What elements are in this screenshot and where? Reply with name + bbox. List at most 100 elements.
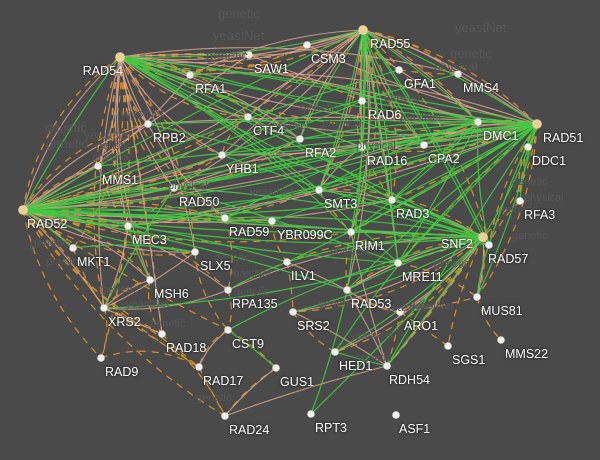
graph-node-rad3[interactable] (388, 196, 396, 204)
graph-edge (447, 236, 484, 347)
graph-edge (247, 29, 364, 118)
graph-edge (518, 123, 538, 202)
graph-node-srs2[interactable] (289, 308, 297, 316)
graph-node-ctf4[interactable] (244, 113, 252, 121)
graph-node-ddc1[interactable] (524, 143, 532, 151)
graph-node-mre11[interactable] (394, 259, 402, 267)
graph-node-rad55[interactable] (358, 25, 368, 35)
graph-edge (318, 189, 352, 233)
graph-node-hed1[interactable] (331, 348, 339, 356)
graph-node-xrs2[interactable] (100, 304, 108, 312)
graph-node-rad18[interactable] (158, 330, 166, 338)
graph-edge (22, 209, 273, 222)
graph-node-mms1[interactable] (94, 162, 102, 170)
graph-edge (318, 29, 364, 191)
graph-edge (22, 209, 151, 281)
graph-node-ilv1[interactable] (283, 258, 291, 266)
graph-node-csm3[interactable] (303, 41, 311, 49)
graph-node-rad59[interactable] (221, 214, 229, 222)
graph-edge (334, 123, 538, 353)
graph-edge (224, 217, 233, 291)
graph-node-rad52[interactable] (18, 205, 28, 215)
graph-edge (476, 296, 502, 341)
graph-node-rad6[interactable] (358, 97, 366, 105)
graph-edge (198, 366, 226, 417)
graph-node-rpb2[interactable] (144, 120, 152, 128)
graph-edge (318, 121, 479, 191)
graph-edge (399, 296, 478, 313)
graph-edge (103, 262, 399, 309)
graph-edge (173, 187, 484, 238)
graph-node-dmc1[interactable] (474, 118, 482, 126)
graph-edge (224, 216, 484, 238)
graph-edge (482, 123, 538, 238)
graph-edge (346, 29, 365, 291)
graph-edge (173, 123, 538, 189)
graph-node-snf2[interactable] (478, 232, 488, 242)
nodes-group[interactable] (18, 25, 542, 420)
edges-green-group (22, 29, 538, 415)
graph-node-mkt1[interactable] (69, 244, 77, 252)
graph-node-rad16[interactable] (358, 143, 366, 151)
graph-node-smt3[interactable] (315, 186, 323, 194)
graph-edge (22, 209, 102, 359)
graph-node-rad51[interactable] (532, 119, 542, 129)
graph-node-rdh54[interactable] (383, 362, 391, 370)
graph-edge (248, 44, 308, 58)
graph-node-rad17[interactable] (195, 363, 203, 371)
graph-node-gus1[interactable] (272, 364, 280, 372)
graph-edge (362, 29, 479, 123)
graph-edge (127, 225, 151, 281)
graph-node-cst9[interactable] (224, 326, 232, 334)
graph-node-rad53[interactable] (343, 286, 351, 294)
graph-edge (292, 311, 336, 353)
graph-node-rfa1[interactable] (186, 71, 194, 79)
graph-edge (286, 123, 538, 263)
graph-node-rfa3[interactable] (516, 197, 524, 205)
graph-edge (119, 56, 301, 140)
graph-node-cpa2[interactable] (420, 141, 428, 149)
graph-edge (476, 121, 490, 246)
graph-edge (386, 311, 401, 367)
graph-edge (391, 121, 479, 201)
graph-edge (119, 56, 538, 125)
graph-node-slx5[interactable] (191, 248, 199, 256)
graph-edge (103, 289, 229, 310)
graph-edge (119, 56, 223, 156)
graph-node-msh6[interactable] (146, 276, 154, 284)
graph-edge (93, 56, 121, 309)
graph-node-ybr099c[interactable] (268, 217, 276, 225)
graph-node-aro1[interactable] (396, 308, 404, 316)
graph-node-mec3[interactable] (124, 222, 132, 230)
graph-edge (221, 154, 484, 238)
graph-node-rad57[interactable] (485, 241, 493, 249)
graph-node-mms22[interactable] (497, 336, 505, 344)
graph-node-mms4[interactable] (454, 70, 462, 78)
graph-edge (346, 289, 388, 367)
graph-node-rad9[interactable] (97, 354, 105, 362)
graph-node-rad54[interactable] (115, 52, 125, 62)
graph-node-asf1[interactable] (392, 411, 400, 419)
graph-edge (198, 329, 229, 368)
graph-node-saw1[interactable] (245, 51, 253, 59)
graph-node-rfa2[interactable] (296, 135, 304, 143)
graph-edge (22, 29, 364, 211)
graph-edge (127, 123, 538, 227)
graph-edge (22, 29, 364, 211)
graph-node-rpt3[interactable] (307, 410, 315, 418)
graph-node-rim1[interactable] (347, 228, 355, 236)
graph-node-gfa1[interactable] (395, 66, 403, 74)
graph-edge (271, 123, 538, 222)
graph-node-mus81[interactable] (473, 293, 481, 301)
graph-node-sgs1[interactable] (444, 342, 452, 350)
graph-edge (119, 56, 363, 148)
graph-node-rpa135[interactable] (224, 286, 232, 294)
graph-edge (398, 69, 459, 75)
graph-edge (119, 56, 196, 253)
graph-edge (362, 29, 425, 146)
graph-node-yhb1[interactable] (218, 151, 226, 159)
graph-node-rad24[interactable] (221, 412, 229, 420)
graph-edge (22, 69, 400, 211)
graph-node-rad50[interactable] (170, 184, 178, 192)
